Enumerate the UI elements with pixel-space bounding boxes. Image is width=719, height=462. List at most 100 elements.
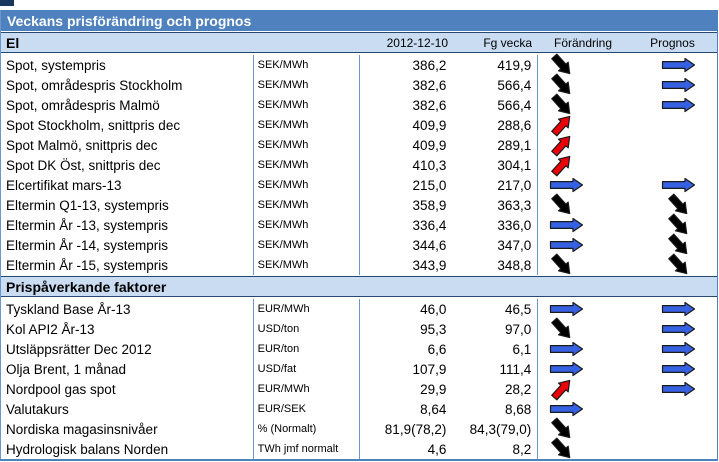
row-unit: SEK/MWh [254, 95, 361, 115]
section-factors-rows: Tyskland Base År-13 EUR/MWh 46,0 46,5 Kol AP… [1, 299, 717, 459]
change-arrow-cell [538, 399, 628, 419]
header-band: El 2012-12-10 Fg vecka Förändring Progno… [1, 32, 717, 53]
row-unit: EUR/ton [254, 339, 361, 359]
arrow-right-icon [549, 237, 584, 253]
column-header-date: 2012-12-10 [386, 35, 448, 50]
row-prev-value: 217,0 [452, 175, 539, 195]
row-name: Spot Malmö, snittpris dec [1, 135, 254, 155]
arrow-up-icon [548, 374, 577, 404]
row-unit: TWh jmf normalt [254, 439, 361, 459]
arrow-down-icon [548, 190, 577, 220]
table-row: Spot, områdespris Malmö SEK/MWh 382,6 566,4 [1, 93, 717, 115]
change-arrow-cell [538, 193, 628, 215]
arrow-down-icon [548, 90, 577, 120]
table-row: Tyskland Base År-13 EUR/MWh 46,0 46,5 [1, 299, 717, 319]
change-arrow-cell [538, 379, 628, 401]
row-prev-value: 304,1 [452, 155, 539, 175]
arrow-right-icon [661, 381, 696, 397]
change-arrow-cell [538, 417, 628, 439]
arrow-right-icon [661, 321, 696, 337]
section-el-rows: Spot, systempris SEK/MWh 386,2 419,9 Spot, o… [1, 53, 717, 275]
arrow-right-icon [661, 301, 696, 317]
row-prev-value: 288,6 [452, 115, 539, 135]
row-current-value: 382,6 [412, 77, 447, 93]
row-current-value: 344,6 [412, 237, 447, 253]
arrow-right-icon [661, 361, 696, 377]
row-name: Eltermin År -15, systempris [1, 255, 254, 275]
arrow-right-icon [549, 361, 584, 377]
change-arrow-cell [538, 93, 628, 115]
row-prev-value: 347,0 [452, 235, 539, 255]
forecast-arrow-cell [628, 419, 717, 439]
row-current-value: 410,3 [412, 157, 447, 173]
forecast-arrow-cell [628, 233, 717, 255]
row-unit: SEK/MWh [254, 175, 361, 195]
table-row: Eltermin År -13, systempris SEK/MWh 336,4 3… [1, 213, 717, 235]
forecast-arrow-cell [628, 299, 717, 319]
row-current-value: 215,0 [412, 177, 447, 193]
row-current-value: 409,9 [412, 137, 447, 153]
table-row: Spot DK Öst, snittpris dec SEK/MWh 410,3 30… [1, 155, 717, 177]
row-unit: SEK/MWh [254, 115, 361, 135]
section-band-factors: Prispåverkande faktorer [1, 276, 717, 297]
arrow-down-icon [664, 190, 693, 220]
table-row: Utsläppsrätter Dec 2012 EUR/ton 6,6 6,1 [1, 339, 717, 359]
table-row: Eltermin Q1-13, systempris SEK/MWh 358,9 36… [1, 193, 717, 215]
arrow-down-icon [548, 314, 577, 344]
forecast-arrow-cell [628, 253, 717, 275]
row-unit: SEK/MWh [254, 195, 361, 215]
row-prev-value: 363,3 [452, 195, 539, 215]
arrow-down-icon [664, 250, 693, 280]
forecast-arrow-cell [628, 95, 717, 115]
row-name: Spot DK Öst, snittpris dec [1, 155, 254, 175]
table-row: Valutakurs EUR/SEK 8,64 8,68 [1, 399, 717, 419]
arrow-down-icon [548, 50, 577, 80]
arrow-up-icon [548, 130, 577, 160]
arrow-down-icon [664, 210, 693, 240]
arrow-down-icon [548, 434, 577, 462]
row-prev-value: 566,4 [452, 75, 539, 95]
row-name: Hydrologisk balans Norden [1, 439, 254, 459]
forecast-arrow-cell [628, 135, 717, 155]
row-name: Nordpool gas spot [1, 379, 254, 399]
table-row: Eltermin År -15, systempris SEK/MWh 343,9 3… [1, 253, 717, 275]
row-prev-value: 46,5 [452, 299, 539, 319]
row-prev-value: 8,68 [452, 399, 539, 419]
row-unit: SEK/MWh [254, 215, 361, 235]
row-prev-value: 84,3(79,0) [452, 419, 539, 439]
table-row: Hydrologisk balans Norden TWh jmf normalt… [1, 437, 717, 459]
row-unit: SEK/MWh [254, 155, 361, 175]
row-current-value: 107,9 [412, 361, 447, 377]
change-arrow-cell [538, 339, 628, 359]
change-arrow-cell [538, 359, 628, 379]
forecast-arrow-cell [628, 379, 717, 399]
row-prev-value: 28,2 [452, 379, 539, 399]
section-label-factors: Prispåverkande faktorer [6, 278, 167, 295]
row-unit: % (Normalt) [254, 419, 361, 439]
row-current-value: 382,6 [412, 97, 447, 113]
change-arrow-cell [538, 215, 628, 235]
row-current-value: 4,6 [427, 441, 447, 457]
row-current-value: 358,9 [412, 197, 447, 213]
row-current-value: 8,64 [420, 401, 447, 417]
row-name: Spot, systempris [1, 55, 254, 75]
table-row: Spot, systempris SEK/MWh 386,2 419,9 [1, 53, 717, 75]
change-arrow-cell [538, 175, 628, 195]
row-unit: SEK/MWh [254, 235, 361, 255]
row-current-value: 95,3 [420, 321, 447, 337]
arrow-right-icon [549, 301, 584, 317]
change-arrow-cell [538, 437, 628, 459]
table-row: Kol API2 År-13 USD/ton 95,3 97,0 [1, 317, 717, 339]
change-arrow-cell [538, 155, 628, 177]
row-current-value: 81,9(78,2) [384, 421, 447, 437]
row-current-value: 46,0 [420, 301, 447, 317]
table-row: Nordpool gas spot EUR/MWh 29,9 28,2 [1, 379, 717, 401]
row-name: Eltermin Q1-13, systempris [1, 195, 254, 215]
table-title: Veckans prisförändring och prognos [1, 10, 717, 31]
change-arrow-cell [538, 235, 628, 255]
row-prev-value: 348,8 [452, 255, 539, 275]
row-current-value: 29,9 [420, 381, 447, 397]
row-unit: EUR/MWh [254, 299, 361, 319]
row-prev-value: 97,0 [452, 319, 539, 339]
arrow-right-icon [661, 97, 696, 113]
